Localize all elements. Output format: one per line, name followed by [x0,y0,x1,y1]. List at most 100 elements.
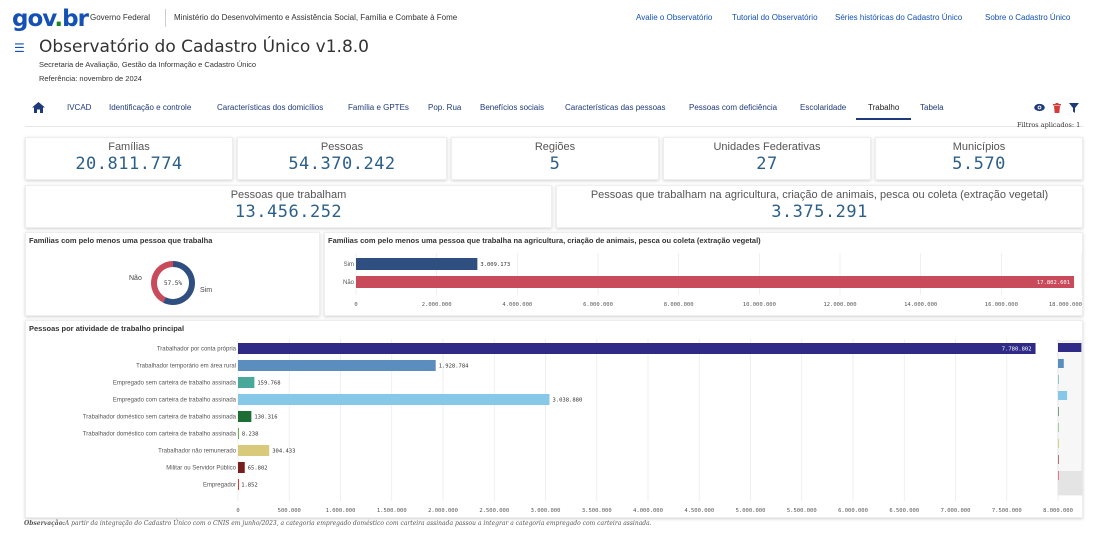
bar-value-label: 65.802 [248,466,268,472]
donut-chart: 57.5% Sim Não [129,261,212,305]
overview-bar [1058,407,1059,416]
bar-value-label: 304.433 [272,449,295,455]
x-tick-label: 2.500.000 [479,508,509,514]
active-tab-indicator [856,118,911,120]
x-tick-label: 0 [354,302,357,308]
tab-tabela[interactable]: Tabela [920,103,944,112]
tab-caracteristicas-pessoas[interactable]: Características das pessoas [565,103,666,112]
chart-title: Pessoas por atividade de trabalho princi… [29,324,185,333]
filter-icon[interactable] [1069,103,1079,113]
kpi-label: Regiões [534,141,576,153]
tab-escolaridade[interactable]: Escolaridade [800,103,847,112]
bar-value-label: 1.852 [241,483,258,489]
x-tick-label: 3.500.000 [582,508,612,514]
kpi-label: Famílias [108,141,150,153]
x-tick-label: 5.000.000 [736,508,766,514]
x-tick-label: 1.500.000 [377,508,407,514]
tab-trabalho[interactable]: Trabalho [868,103,900,112]
x-tick-label: 3.000.000 [531,508,561,514]
x-tick-label: 0 [236,508,239,514]
bar-value-label: 7.780.802 [1002,347,1032,353]
y-category-label: Trabalhador doméstico sem carteira de tr… [83,415,237,421]
donut-slice-não [151,261,174,303]
y-category-label: Trabalhador temporário em área rural [136,364,236,370]
x-tick-label: 8.000.000 [1043,508,1073,514]
bar [238,360,436,371]
y-category-label: Não [343,280,355,286]
kpi-value: 20.811.774 [75,154,183,174]
x-tick-label: 2.000.000 [428,508,458,514]
kpi-pessoas-trabalham: Pessoas que trabalham 13.456.252 [25,185,552,228]
overview-bar [1058,359,1064,368]
bar-value-label: 3.038.880 [552,398,582,404]
gov-bar: gov.br Governo Federal Ministério do Des… [0,0,1100,38]
divider [165,9,166,27]
y-category-label: Trabalhador não remunerado [158,449,236,455]
x-tick-label: 5.500.000 [787,508,817,514]
secretariat-label: Secretaria de Avaliação, Gestão da Infor… [39,60,257,69]
donut-center-label: 57.5% [164,280,182,287]
y-category-label: Militar ou Servidor Público [166,466,236,472]
x-tick-label: 4.000.000 [502,302,532,308]
bar [238,445,270,456]
x-tick-label: 12.000.000 [823,302,856,308]
bar [238,343,1036,354]
menu-icon[interactable]: ☰ [14,41,25,55]
kpi-pessoas-agricultura: Pessoas que trabalham na agricultura, cr… [556,185,1083,228]
link-sobre[interactable]: Sobre o Cadastro Único [985,13,1071,22]
bar [238,428,239,439]
x-tick-label: 6.000.000 [583,302,613,308]
bar-value-label: 17.802.601 [1037,280,1070,286]
x-tick-label: 2.000.000 [422,302,452,308]
trash-icon[interactable] [1053,103,1061,113]
donut-label-nao: Não [129,275,142,282]
x-tick-label: 1.000.000 [326,508,356,514]
link-avalie[interactable]: Avalie o Observatório [636,13,713,22]
home-icon[interactable] [32,102,45,113]
activity-bar-chart: 0 500.000 1.000.000 1.500.000 2.000.000 2.500… [83,339,1083,514]
bar-não [356,276,1075,288]
bar-value-label: 1.928.784 [439,364,469,370]
kpi-value: 27 [756,154,778,174]
link-tutorial[interactable]: Tutorial do Observatório [732,13,818,22]
page-title: Observatório do Cadastro Único v1.8.0 [39,37,369,57]
tab-ivcad[interactable]: IVCAD [67,103,92,112]
reference-label: Referência: novembro de 2024 [39,74,142,83]
bar-value-label: 8.238 [242,432,259,438]
tab-familia-gptes[interactable]: Família e GPTEs [348,103,409,112]
bar [238,411,252,422]
overview-bar [1058,375,1059,384]
kpi-unidades-federativas: Unidades Federativas 27 [663,137,871,180]
kpi-municipios: Municípios 5.570 [875,137,1083,180]
bar-value-label: 130.316 [254,415,277,421]
tab-beneficios[interactable]: Benefícios sociais [480,103,545,112]
govbr-logo[interactable]: gov.br [12,6,89,32]
tab-identificacao[interactable]: Identificação e controle [109,103,192,112]
kpi-value: 5 [549,154,561,174]
overview-scroll-thumb[interactable] [1058,471,1082,495]
donut-label-sim: Sim [200,287,212,294]
bar-sim [356,258,478,270]
bar [238,462,245,473]
x-tick-label: 10.000.000 [743,302,776,308]
filters-applied-label: Filtros aplicados: 1 [1017,121,1081,129]
eye-icon[interactable] [1034,103,1045,112]
overview-bar [1058,471,1059,480]
tab-deficiencia[interactable]: Pessoas com deficiência [689,103,778,112]
observation-label: Observação: [24,520,65,527]
observation-note: Observação:A partir da integração do Cad… [24,520,652,527]
overview-bar [1058,455,1059,464]
observation-text: A partir da integração do Cadastro Único… [64,520,652,527]
x-tick-label: 4.000.000 [633,508,663,514]
kpi-pessoas: Pessoas 54.370.242 [237,137,447,180]
kpi-familias: Famílias 20.811.774 [25,137,233,180]
tab-pop-rua[interactable]: Pop. Rua [428,103,462,112]
link-series-historicas[interactable]: Séries históricas do Cadastro Único [835,13,963,22]
chart-title: Famílias com pelo menos uma pessoa que t… [29,236,213,245]
tab-domicilios[interactable]: Características dos domicílios [217,103,324,112]
x-tick-label: 8.000.000 [664,302,694,308]
kpi-regioes: Regiões 5 [451,137,659,180]
y-category-label: Empregador [203,483,236,489]
activity-bar-panel: Pessoas por atividade de trabalho princi… [25,320,1083,518]
donut-slice-sim [163,261,195,305]
